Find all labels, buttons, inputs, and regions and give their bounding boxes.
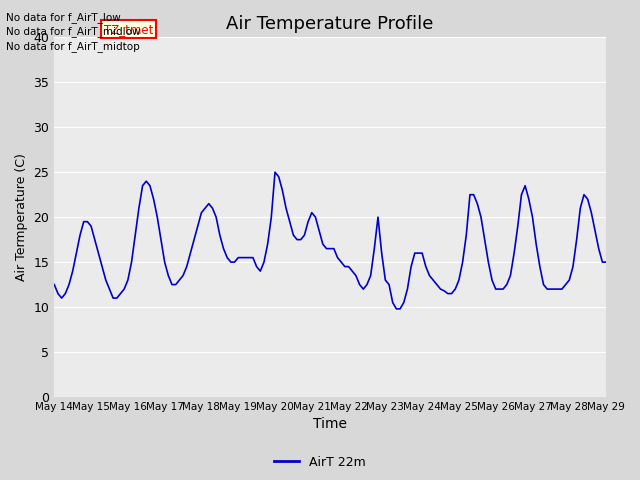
Text: No data for f_AirT_midlow: No data for f_AirT_midlow (6, 26, 141, 37)
X-axis label: Time: Time (313, 418, 347, 432)
Y-axis label: Air Termperature (C): Air Termperature (C) (15, 153, 28, 281)
Text: TZ_tmet: TZ_tmet (104, 23, 154, 36)
Text: No data for f_AirT_low: No data for f_AirT_low (6, 12, 121, 23)
Title: Air Temperature Profile: Air Temperature Profile (227, 15, 434, 33)
Text: No data for f_AirT_midtop: No data for f_AirT_midtop (6, 41, 140, 52)
Legend: AirT 22m: AirT 22m (269, 451, 371, 474)
